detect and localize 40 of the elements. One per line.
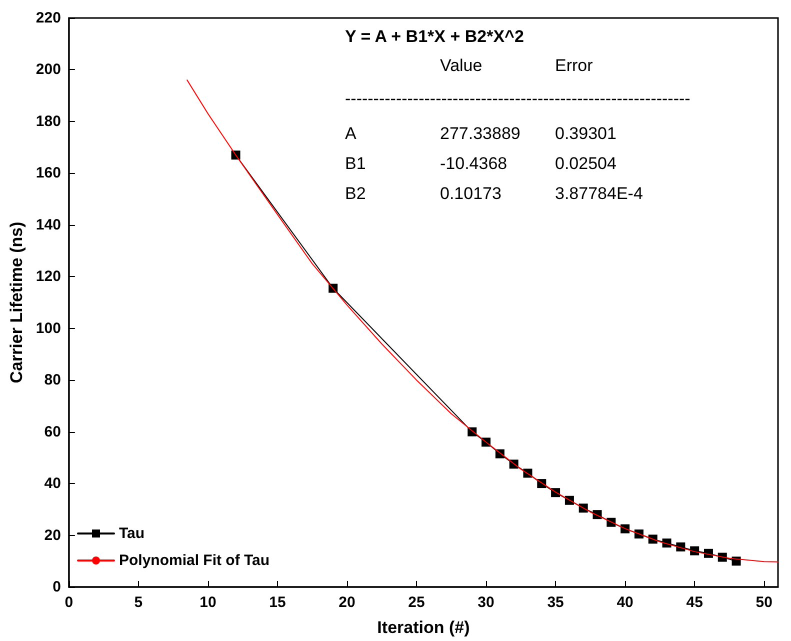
x-tick-label: 50 xyxy=(756,594,772,611)
x-tick-label: 25 xyxy=(408,594,425,611)
x-tick-label: 30 xyxy=(478,594,494,611)
y-tick-label: 180 xyxy=(36,112,61,130)
x-tick-label: 45 xyxy=(686,594,703,611)
x-axis-title: Iteration (#) xyxy=(377,618,470,637)
x-tick-label: 20 xyxy=(338,594,356,611)
annotation: Error xyxy=(555,56,594,75)
x-tick-label: 10 xyxy=(200,594,216,611)
y-tick-label: 60 xyxy=(44,423,61,440)
y-tick-label: 160 xyxy=(36,164,61,182)
annotation: 3.87784E-4 xyxy=(555,184,643,203)
x-tick-label: 0 xyxy=(64,594,74,611)
y-tick-label: 120 xyxy=(36,268,61,286)
annotation: Y = A + B1*X + B2*X^2 xyxy=(345,27,524,46)
y-tick-label: 80 xyxy=(44,372,61,389)
annotation: 0.02504 xyxy=(555,154,616,173)
y-tick-label: 220 xyxy=(36,10,61,26)
x-tick-label: 40 xyxy=(616,594,634,611)
y-tick-label: 20 xyxy=(44,526,61,544)
y-tick-label: 40 xyxy=(44,475,61,492)
annotation: 0.39301 xyxy=(555,124,616,143)
annotation: B1 xyxy=(345,154,366,173)
x-tick-label: 15 xyxy=(269,594,286,611)
annotation: B2 xyxy=(345,184,366,203)
annotation: 0.10173 xyxy=(440,184,502,203)
annotation: 277.33889 xyxy=(440,124,520,143)
y-tick-label: 140 xyxy=(36,216,61,234)
y-tick-label: 100 xyxy=(36,320,61,337)
legend-label: Tau xyxy=(119,525,145,542)
legend-label: Polynomial Fit of Tau xyxy=(119,552,270,569)
annotation: ------------------------------------------------------------- xyxy=(345,89,690,108)
y-tick-label: 0 xyxy=(52,578,61,596)
annotation: -10.4368 xyxy=(440,154,508,173)
y-axis-title: Carrier Lifetime (ns) xyxy=(7,222,26,384)
annotation: A xyxy=(345,124,357,143)
y-tick-label: 200 xyxy=(36,61,61,78)
x-tick-label: 35 xyxy=(547,594,564,611)
annotation: Value xyxy=(440,56,482,75)
x-tick-label: 5 xyxy=(134,594,143,611)
